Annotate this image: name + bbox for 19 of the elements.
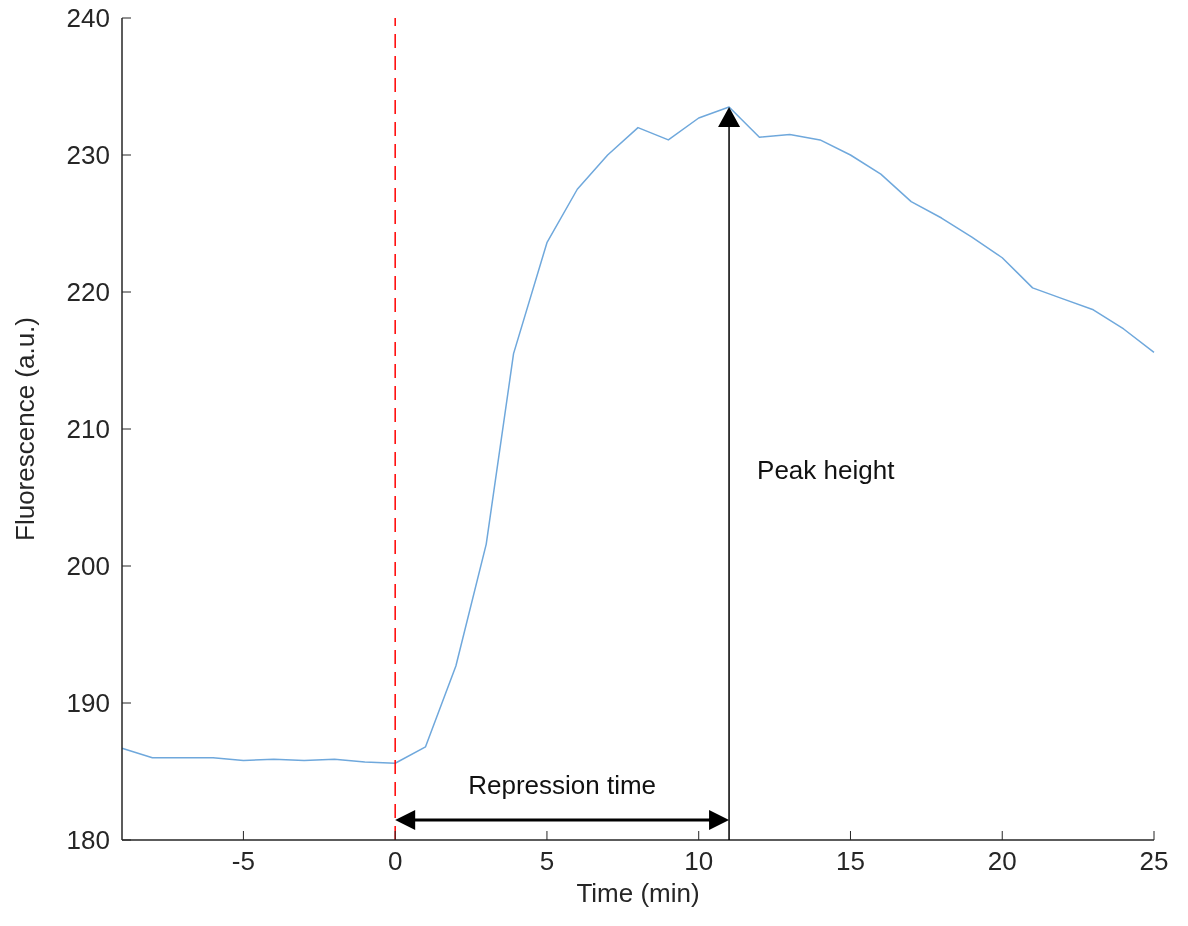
y-tick-label: 210 bbox=[66, 414, 110, 444]
y-axis-title: Fluorescence (a.u.) bbox=[10, 317, 40, 541]
x-tick-label: 25 bbox=[1139, 846, 1169, 876]
x-tick-label: 20 bbox=[987, 846, 1017, 876]
y-tick-label: 200 bbox=[66, 551, 110, 581]
x-tick-label: 0 bbox=[387, 846, 403, 876]
y-tick-label: 230 bbox=[66, 140, 110, 170]
x-tick-label: 15 bbox=[836, 846, 865, 876]
x-tick-label: -5 bbox=[231, 846, 255, 876]
x-axis-title: Time (min) bbox=[576, 878, 700, 908]
y-tick-label: 190 bbox=[66, 688, 110, 718]
line-series bbox=[121, 106, 1155, 765]
annotation: Peak height bbox=[757, 454, 896, 485]
y-tick-label: 240 bbox=[66, 3, 110, 33]
x-tick-label: 5 bbox=[539, 846, 555, 876]
annotation: Repression time bbox=[468, 770, 657, 800]
y-tick-label: 220 bbox=[66, 277, 110, 307]
y-tick-label: 180 bbox=[66, 825, 110, 855]
x-tick-label: 10 bbox=[684, 846, 714, 876]
